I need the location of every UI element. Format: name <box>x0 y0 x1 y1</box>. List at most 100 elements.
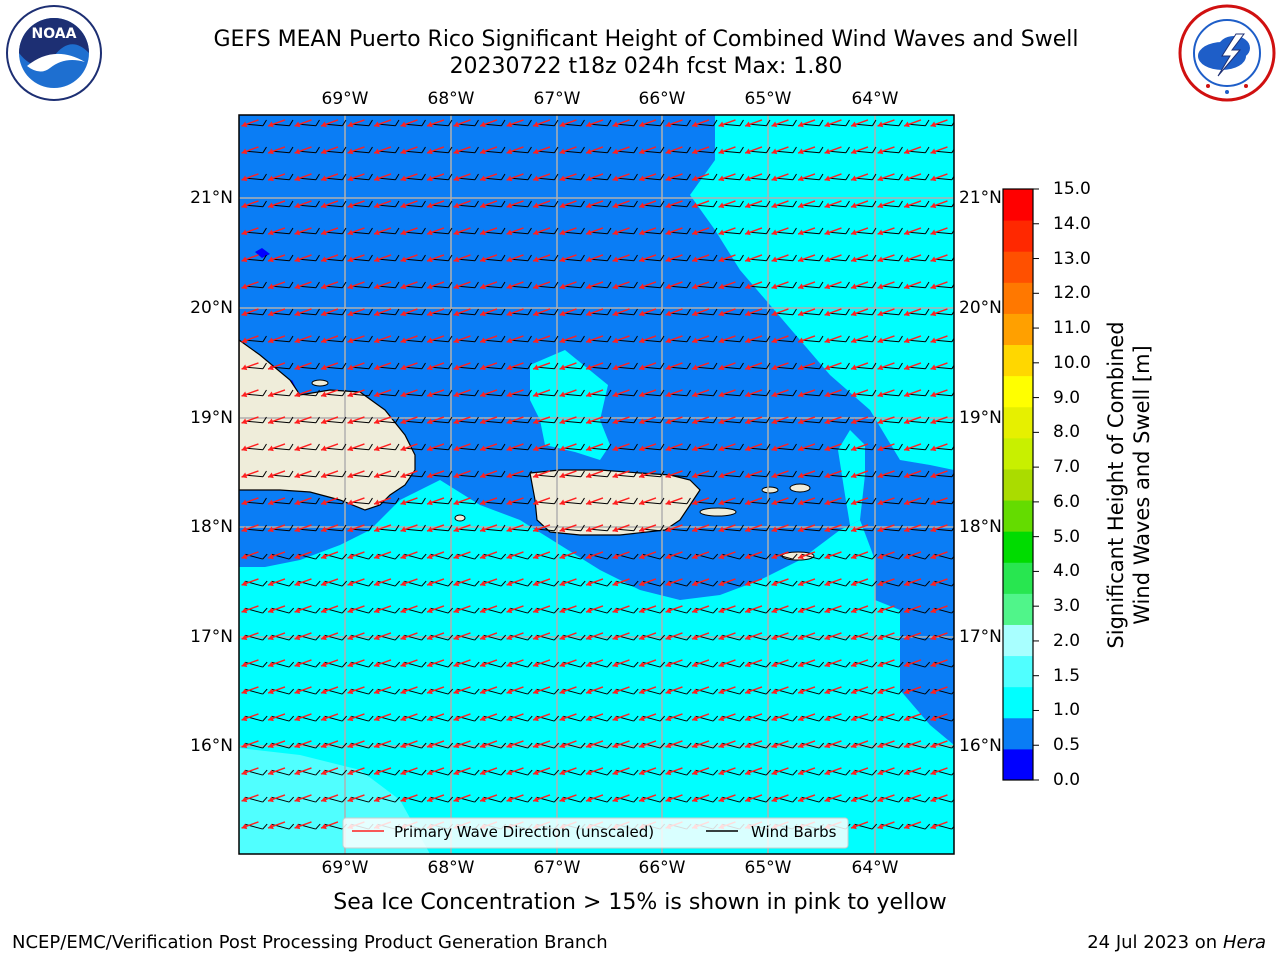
wave-arrow <box>241 470 259 479</box>
wave-arrow <box>267 821 286 830</box>
wave-arrow <box>453 632 471 641</box>
wave-arrow <box>241 497 259 506</box>
wave-arrow <box>877 254 895 263</box>
wave-arrow <box>320 470 339 479</box>
wave-arrow <box>903 632 922 641</box>
wave-arrow <box>665 308 683 317</box>
wave-arrow <box>373 713 392 722</box>
colorbar-tick-label: 12.0 <box>1053 283 1091 304</box>
wave-arrow <box>267 443 286 452</box>
wave-arrow <box>744 146 763 155</box>
wave-arrow <box>506 794 524 803</box>
wave-arrow <box>479 659 498 668</box>
wave-arrow <box>638 335 657 344</box>
wave-arrow <box>877 173 895 182</box>
wave-arrow <box>559 335 577 344</box>
wave-arrow <box>903 686 922 695</box>
wave-arrow <box>877 362 895 371</box>
wave-arrow <box>373 686 392 695</box>
wave-arrow <box>771 686 789 695</box>
colorbar-segment <box>1003 251 1033 283</box>
wave-arrow <box>479 200 498 209</box>
wave-arrow <box>903 740 922 749</box>
colorbar-tick-label: 8.0 <box>1053 422 1081 443</box>
wave-arrow <box>612 254 630 263</box>
wave-arrow <box>930 497 948 506</box>
wave-arrow <box>903 173 922 182</box>
wave-arrow <box>294 362 312 371</box>
wave-arrow <box>691 551 710 560</box>
wave-arrow <box>797 470 816 479</box>
wave-arrow <box>585 740 604 749</box>
wave-arrow <box>930 308 948 317</box>
wave-arrow <box>638 740 657 749</box>
wave-arrow <box>559 362 577 371</box>
wave-arrow <box>347 119 365 128</box>
wave-arrow <box>903 335 922 344</box>
wave-arrow <box>267 524 286 533</box>
wave-arrow <box>453 146 471 155</box>
wave-arrow <box>479 578 498 587</box>
wave-arrow <box>373 497 392 506</box>
wave-arrow <box>426 551 445 560</box>
wave-arrow <box>400 686 418 695</box>
host-name: Hera <box>1222 932 1266 953</box>
wave-arrow <box>400 794 418 803</box>
wave-arrow <box>532 713 551 722</box>
colorbar-tick-label: 9.0 <box>1053 387 1081 408</box>
wave-arrow <box>506 605 524 614</box>
wave-arrow <box>612 119 630 128</box>
wave-arrow <box>930 227 948 236</box>
wave-arrow <box>267 551 286 560</box>
wave-arrow <box>612 713 630 722</box>
wave-arrow <box>426 362 445 371</box>
wave-arrow <box>532 605 551 614</box>
wave-arrow <box>294 200 312 209</box>
lat-label-right: 18°N <box>959 517 1002 537</box>
wave-arrow <box>903 470 922 479</box>
wave-arrow <box>400 767 418 776</box>
wave-arrow <box>373 119 392 128</box>
lon-label-top: 65°W <box>744 89 792 109</box>
wave-arrow <box>612 659 630 668</box>
wave-arrow <box>347 632 365 641</box>
wave-arrow <box>930 389 948 398</box>
wave-arrow <box>506 443 524 452</box>
wave-arrow <box>373 470 392 479</box>
wave-arrow <box>400 578 418 587</box>
wave-arrow <box>665 389 683 398</box>
wave-arrow <box>638 767 657 776</box>
wave-arrow <box>241 821 259 830</box>
wave-arrow <box>797 578 816 587</box>
wave-arrow <box>771 551 789 560</box>
wave-arrow <box>294 335 312 344</box>
wave-arrow <box>824 308 842 317</box>
wave-arrow <box>347 659 365 668</box>
wave-arrow <box>903 308 922 317</box>
colorbar-tick-label: 13.0 <box>1053 248 1091 269</box>
wave-arrow <box>320 740 339 749</box>
wave-arrow <box>559 389 577 398</box>
wave-arrow <box>665 281 683 290</box>
wave-arrow <box>718 470 736 479</box>
wave-arrow <box>347 524 365 533</box>
wave-arrow <box>267 254 286 263</box>
colorbar-title-line1: Significant Height of Combined <box>1104 321 1128 649</box>
wave-arrow <box>903 281 922 290</box>
wave-arrow <box>532 200 551 209</box>
colorbar-segment <box>1003 220 1033 252</box>
wave-arrow <box>241 119 259 128</box>
wave-arrow <box>267 389 286 398</box>
wave-arrow <box>744 686 763 695</box>
wave-arrow <box>532 524 551 533</box>
wave-arrow <box>691 362 710 371</box>
wave-arrow <box>347 146 365 155</box>
wave-arrow <box>797 254 816 263</box>
map-frame <box>238 114 955 855</box>
colorbar-segment <box>1003 593 1033 625</box>
wave-arrow <box>930 605 948 614</box>
wave-arrow <box>479 227 498 236</box>
colorbar <box>1003 188 1039 781</box>
wave-arrow <box>294 740 312 749</box>
